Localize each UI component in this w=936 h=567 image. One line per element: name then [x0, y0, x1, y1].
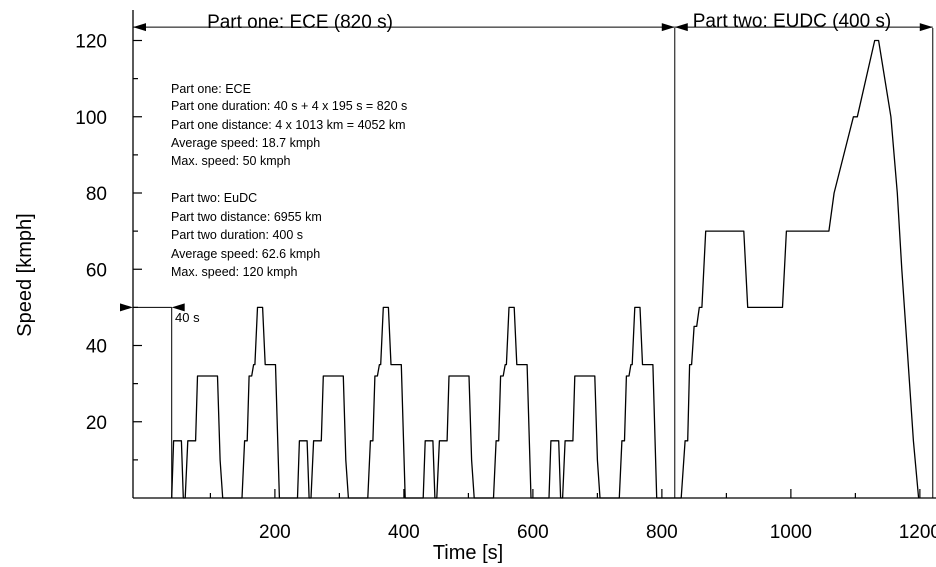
x-tick-label: 200	[259, 522, 291, 543]
part-one-arrow-right	[661, 23, 675, 32]
info-line: Part two: EuDC	[171, 191, 257, 205]
info-line: Max. speed: 50 kmph	[171, 154, 291, 168]
y-axis-title: Speed [kmph]	[14, 213, 36, 336]
x-tick-label: 800	[646, 522, 678, 543]
x-ticks: 200 400 600 800 1000 1200	[209, 489, 936, 543]
part-one-arrow-left	[133, 23, 146, 32]
forty-seconds-label: 40 s	[175, 310, 200, 325]
info-line: Part one: ECE	[171, 82, 251, 96]
info-text-block: Part one: ECE Part one duration: 40 s + …	[171, 82, 407, 279]
x-axis-title: Time [s]	[433, 542, 503, 564]
plot-area	[171, 39, 920, 499]
y-tick-label: 120	[75, 32, 107, 53]
x-tick-label: 600	[517, 522, 549, 543]
info-line: Max. speed: 120 kmph	[171, 265, 298, 279]
info-line: Part two distance: 6955 km	[171, 210, 322, 224]
speed-line	[171, 39, 920, 499]
info-line: Part one duration: 40 s + 4 x 195 s = 82…	[171, 99, 407, 113]
annotations	[120, 23, 933, 312]
y-tick-label: 100	[75, 108, 107, 129]
info-line: Average speed: 62.6 kmph	[171, 247, 320, 261]
y-tick-label: 80	[86, 184, 107, 205]
info-line: Part one distance: 4 x 1013 km = 4052 km	[171, 118, 406, 132]
info-line: Average speed: 18.7 kmph	[171, 136, 320, 150]
forty-s-arrow-right	[171, 303, 185, 312]
part-two-header: Part two: EUDC (400 s)	[693, 11, 892, 32]
x-tick-label: 400	[388, 522, 420, 543]
y-tick-label: 60	[86, 260, 107, 281]
x-tick-label: 1200	[899, 522, 936, 543]
y-tick-label: 40	[86, 337, 107, 358]
part-two-arrow-left	[674, 23, 688, 32]
part-two-arrow-right	[919, 23, 933, 32]
y-tick-label: 20	[86, 413, 107, 434]
y-ticks: 20 40 60 80 100 120	[75, 32, 142, 461]
info-line: Part two duration: 400 s	[171, 228, 303, 242]
reference-lines	[171, 28, 934, 498]
x-tick-label: 1000	[770, 522, 812, 543]
part-one-header: Part one: ECE (820 s)	[207, 12, 393, 33]
forty-s-arrow-left	[120, 303, 133, 312]
